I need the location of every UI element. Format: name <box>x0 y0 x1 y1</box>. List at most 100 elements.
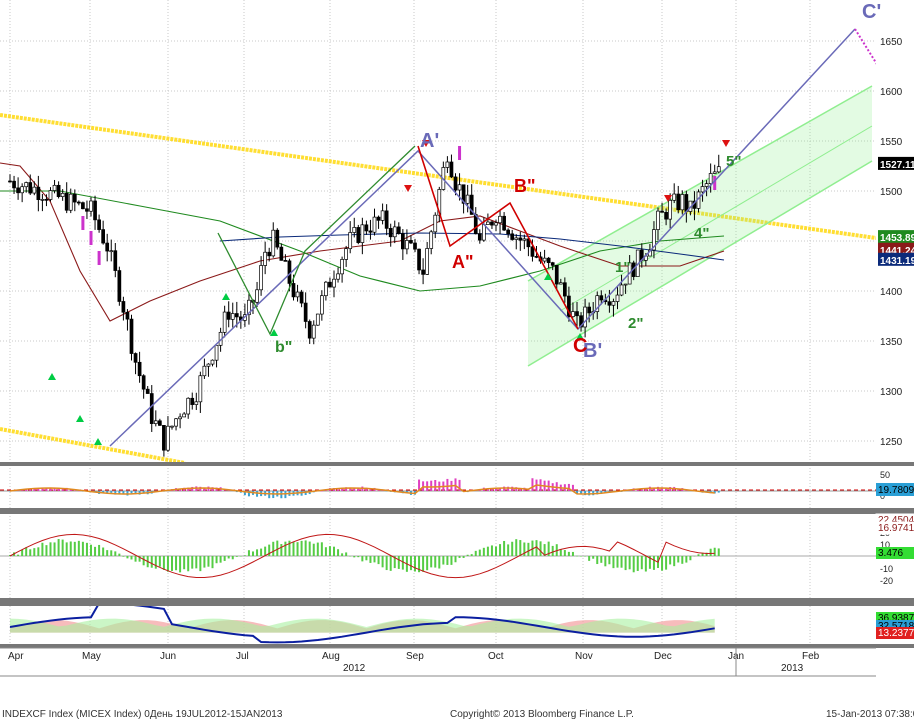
candle-up <box>315 313 320 326</box>
candle-down <box>526 238 531 248</box>
green-channel-upper <box>527 85 873 282</box>
osc2-bar <box>215 556 218 564</box>
osc1-bar <box>357 487 360 491</box>
osc2-bar <box>559 549 562 556</box>
osc1-bar <box>199 486 202 491</box>
candle-up <box>332 278 336 288</box>
osc2-bar <box>264 546 267 556</box>
osc2-bar <box>256 549 259 556</box>
candle-down <box>510 233 515 240</box>
osc2-bar <box>102 547 105 556</box>
candle-up <box>623 283 628 286</box>
osc2-bar <box>247 550 250 556</box>
candle-down <box>44 198 49 201</box>
osc1-bar <box>511 486 514 491</box>
osc2-tick-label: -20 <box>880 576 893 586</box>
candle-up <box>222 311 227 333</box>
y-tick-label: 1300 <box>880 387 903 398</box>
candle-up <box>202 365 207 377</box>
osc1-bar <box>377 489 380 491</box>
blue-wave-line <box>109 28 856 447</box>
candle-up <box>611 301 616 306</box>
candle-up <box>348 232 353 250</box>
osc2-bar <box>312 543 315 556</box>
candle-down <box>676 193 681 211</box>
osc1-bar <box>353 487 356 491</box>
osc2-bar <box>397 556 400 569</box>
osc1-bar <box>122 491 125 495</box>
panel-separator <box>0 462 914 466</box>
osc2-bar <box>620 556 623 568</box>
osc2-bar <box>454 556 457 563</box>
red-wave-line <box>417 145 579 330</box>
candle-down <box>133 353 138 363</box>
osc2-bar <box>527 542 530 556</box>
osc2-bar <box>373 556 376 563</box>
osc2-bar <box>272 541 275 556</box>
osc2-bar <box>29 549 32 556</box>
osc2-bar <box>632 556 635 573</box>
osc1-bar <box>77 490 80 492</box>
candle-down <box>469 194 474 215</box>
candle-up <box>514 237 519 240</box>
osc1-value-label: 19.7809 <box>878 485 914 496</box>
yellow-channel-upper <box>0 113 876 240</box>
candle-up <box>558 282 563 285</box>
candle-up <box>615 294 620 302</box>
candle-up <box>344 248 348 260</box>
osc2-bar <box>563 550 566 556</box>
osc2-bar <box>21 549 24 556</box>
osc1-bar <box>636 488 639 491</box>
candle-up <box>186 397 191 415</box>
osc2-bar <box>61 539 64 556</box>
osc2-bar <box>345 552 348 556</box>
osc1-bar <box>349 488 352 491</box>
candle-up <box>716 166 721 173</box>
osc2-bar <box>689 556 692 561</box>
osc2-bar <box>604 556 607 567</box>
osc1-bar <box>9 491 11 492</box>
osc2-bar <box>474 550 477 556</box>
wave-label: A' <box>420 130 439 152</box>
osc2-bar <box>547 541 550 556</box>
osc2-bar <box>195 556 198 569</box>
candle-down <box>129 318 134 354</box>
osc2-bar <box>98 544 101 556</box>
x-month-label: Apr <box>8 651 24 662</box>
candle-up <box>652 229 656 251</box>
candle-up <box>380 210 385 221</box>
candle-up <box>656 210 660 230</box>
osc1-bar <box>555 482 558 491</box>
osc1-bar <box>365 487 368 491</box>
osc2-bar <box>69 541 72 556</box>
candle-down <box>283 260 288 262</box>
osc1-bar <box>73 490 76 492</box>
osc1-value-box <box>876 483 914 496</box>
osc2-bar <box>296 542 299 556</box>
osc2-tick-label: 10 <box>880 540 890 550</box>
osc1-bar <box>434 480 437 491</box>
osc2-bar <box>418 556 421 573</box>
candle-down <box>149 393 154 424</box>
osc2-bar <box>543 544 546 556</box>
osc2-bar <box>409 556 412 571</box>
osc2-bar <box>280 544 283 556</box>
osc2-bar <box>519 540 522 556</box>
buy-signal-marker <box>270 329 278 336</box>
candle-down <box>93 200 97 221</box>
candle-down <box>449 161 454 178</box>
candle-down <box>550 262 555 266</box>
osc2-bar <box>446 556 449 565</box>
candle-down <box>267 251 272 257</box>
osc1-bar <box>102 491 105 494</box>
osc2-bar <box>677 556 680 563</box>
candle-down <box>36 186 41 200</box>
candle-down <box>8 180 12 183</box>
osc1-bar <box>345 487 348 491</box>
osc2-bar <box>65 542 68 556</box>
candle-up <box>486 221 490 225</box>
osc2-bar <box>175 556 178 571</box>
osc1-bar <box>567 483 570 491</box>
price-label-box <box>878 242 914 256</box>
osc2-bar <box>381 556 384 568</box>
